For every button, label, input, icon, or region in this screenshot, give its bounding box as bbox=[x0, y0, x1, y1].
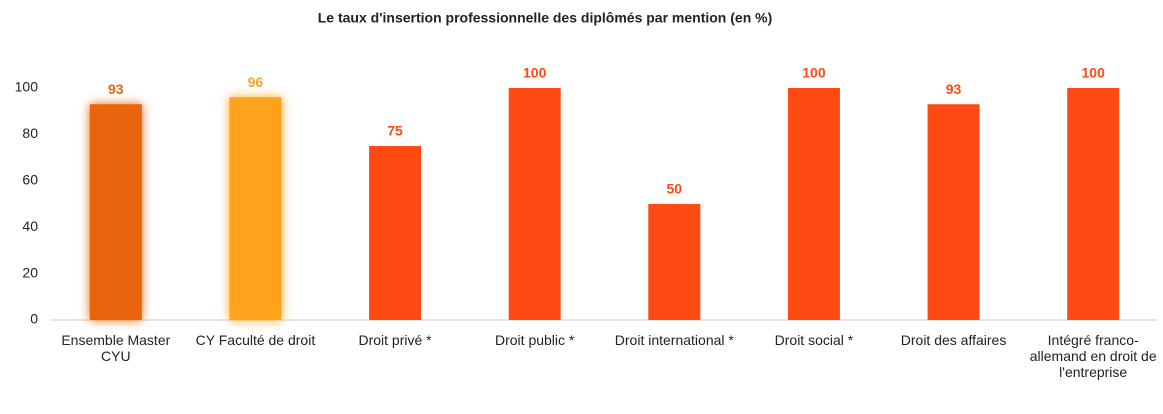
y-tick-label: 20 bbox=[22, 264, 38, 280]
y-tick-label: 80 bbox=[22, 125, 38, 141]
data-label: 100 bbox=[1082, 65, 1106, 81]
x-tick-label: Intégré franco-allemand en droit de l'en… bbox=[1029, 332, 1157, 380]
x-tick-label: Droit privé * bbox=[358, 332, 432, 348]
bar bbox=[229, 97, 282, 320]
chart-title: Le taux d'insertion professionnelle des … bbox=[318, 10, 773, 26]
x-tick-label: Droit public * bbox=[495, 332, 575, 348]
bar bbox=[89, 104, 142, 321]
data-label: 100 bbox=[802, 65, 826, 81]
data-label: 75 bbox=[387, 123, 403, 139]
x-tick-label: Droit des affaires bbox=[900, 332, 1007, 348]
data-label: 93 bbox=[946, 81, 962, 97]
data-label: 93 bbox=[108, 81, 124, 97]
bar bbox=[927, 104, 980, 321]
data-label: 96 bbox=[248, 74, 264, 90]
y-tick-label: 40 bbox=[22, 218, 38, 234]
x-tick-label: Ensemble Master CYU bbox=[61, 332, 171, 364]
x-tick-label: Droit international * bbox=[614, 332, 734, 348]
y-tick-label: 100 bbox=[15, 79, 39, 95]
bar bbox=[508, 88, 561, 320]
y-tick-label: 0 bbox=[30, 311, 38, 327]
data-label: 50 bbox=[667, 181, 683, 197]
x-tick-label: CY Faculté de droit bbox=[195, 332, 316, 348]
x-tick-label: Droit social * bbox=[774, 332, 854, 348]
data-label: 100 bbox=[523, 65, 547, 81]
bar bbox=[787, 88, 840, 320]
bar bbox=[369, 146, 422, 320]
bar bbox=[1067, 88, 1120, 320]
bar bbox=[648, 204, 701, 320]
y-tick-label: 60 bbox=[22, 172, 38, 188]
